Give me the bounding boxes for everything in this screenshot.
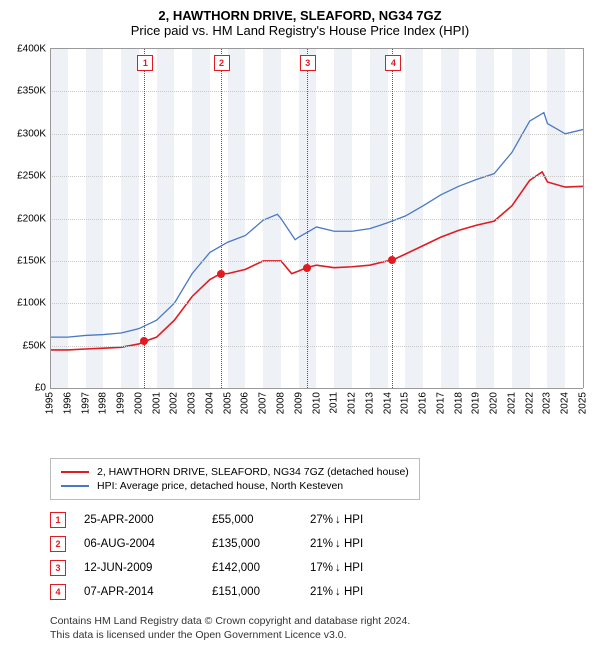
y-gridline	[50, 219, 583, 220]
y-gridline	[50, 134, 583, 135]
x-tick-label: 2014	[382, 392, 393, 414]
y-tick-label: £200K	[17, 213, 46, 224]
x-tick-label: 1995	[45, 392, 56, 414]
marker-dot	[217, 270, 225, 278]
event-diff: 27% ↓ HPI	[310, 514, 363, 526]
x-tick-label: 2000	[133, 392, 144, 414]
arrow-down-icon: ↓ HPI	[335, 538, 363, 550]
x-tick-label: 2001	[151, 392, 162, 414]
chart-title: 2, HAWTHORN DRIVE, SLEAFORD, NG34 7GZ	[8, 8, 592, 23]
legend-row: HPI: Average price, detached house, Nort…	[61, 479, 409, 493]
chart-subtitle: Price paid vs. HM Land Registry's House …	[8, 23, 592, 38]
y-axis-line	[50, 49, 51, 388]
x-tick-label: 2023	[542, 392, 553, 414]
event-marker: 1	[50, 512, 66, 528]
x-tick-label: 2003	[187, 392, 198, 414]
x-tick-label: 2006	[240, 392, 251, 414]
x-tick-label: 2021	[506, 392, 517, 414]
event-date: 25-APR-2000	[84, 514, 194, 526]
marker-box: 1	[137, 55, 153, 71]
x-tick-label: 2011	[329, 392, 340, 414]
y-tick-label: £400K	[17, 44, 46, 55]
x-tick-label: 2016	[418, 392, 429, 414]
legend-swatch	[61, 471, 89, 473]
footer-line-2: This data is licensed under the Open Gov…	[50, 628, 592, 642]
event-marker: 2	[50, 536, 66, 552]
y-tick-label: £100K	[17, 298, 46, 309]
x-tick-label: 2018	[453, 392, 464, 414]
x-axis-line	[50, 388, 583, 389]
x-tick-label: 2008	[275, 392, 286, 414]
legend-swatch	[61, 485, 89, 487]
event-diff: 21% ↓ HPI	[310, 538, 363, 550]
legend-row: 2, HAWTHORN DRIVE, SLEAFORD, NG34 7GZ (d…	[61, 465, 409, 479]
legend-label: 2, HAWTHORN DRIVE, SLEAFORD, NG34 7GZ (d…	[97, 466, 409, 478]
plot-region: £0£50K£100K£150K£200K£250K£300K£350K£400…	[50, 48, 584, 388]
event-price: £135,000	[212, 538, 292, 550]
marker-vline	[221, 49, 222, 388]
events-table: 1 25-APR-2000 £55,000 27% ↓ HPI 2 06-AUG-2004…	[50, 508, 592, 604]
marker-dot	[140, 337, 148, 345]
y-tick-label: £50K	[23, 340, 46, 351]
y-gridline	[50, 303, 583, 304]
x-tick-label: 1997	[80, 392, 91, 414]
footer-attribution: Contains HM Land Registry data © Crown c…	[50, 614, 592, 642]
x-tick-label: 2019	[471, 392, 482, 414]
event-diff: 21% ↓ HPI	[310, 586, 363, 598]
footer-line-1: Contains HM Land Registry data © Crown c…	[50, 614, 592, 628]
y-tick-label: £350K	[17, 86, 46, 97]
arrow-down-icon: ↓ HPI	[335, 514, 363, 526]
event-row: 1 25-APR-2000 £55,000 27% ↓ HPI	[50, 508, 592, 532]
marker-box: 3	[300, 55, 316, 71]
event-row: 2 06-AUG-2004 £135,000 21% ↓ HPI	[50, 532, 592, 556]
event-marker: 3	[50, 560, 66, 576]
x-tick-label: 2020	[489, 392, 500, 414]
y-gridline	[50, 91, 583, 92]
y-tick-label: £250K	[17, 171, 46, 182]
event-row: 3 12-JUN-2009 £142,000 17% ↓ HPI	[50, 556, 592, 580]
x-tick-label: 2024	[560, 392, 571, 414]
x-tick-label: 1996	[62, 392, 73, 414]
marker-vline	[307, 49, 308, 388]
chart-area: £0£50K£100K£150K£200K£250K£300K£350K£400…	[50, 48, 584, 418]
x-tick-label: 2002	[169, 392, 180, 414]
x-tick-label: 2013	[364, 392, 375, 414]
x-tick-label: 2010	[311, 392, 322, 414]
event-date: 06-AUG-2004	[84, 538, 194, 550]
marker-dot	[388, 256, 396, 264]
marker-box: 2	[214, 55, 230, 71]
event-date: 07-APR-2014	[84, 586, 194, 598]
event-diff: 17% ↓ HPI	[310, 562, 363, 574]
x-tick-label: 2007	[258, 392, 269, 414]
event-price: £151,000	[212, 586, 292, 598]
y-gridline	[50, 176, 583, 177]
legend-label: HPI: Average price, detached house, Nort…	[97, 480, 343, 492]
marker-dot	[303, 264, 311, 272]
x-tick-label: 2012	[347, 392, 358, 414]
legend: 2, HAWTHORN DRIVE, SLEAFORD, NG34 7GZ (d…	[50, 458, 420, 500]
y-gridline	[50, 261, 583, 262]
x-tick-label: 2004	[204, 392, 215, 414]
x-tick-label: 1998	[98, 392, 109, 414]
y-gridline	[50, 346, 583, 347]
x-tick-label: 2017	[435, 392, 446, 414]
x-tick-label: 2015	[400, 392, 411, 414]
y-tick-label: £150K	[17, 255, 46, 266]
event-date: 12-JUN-2009	[84, 562, 194, 574]
event-price: £142,000	[212, 562, 292, 574]
arrow-down-icon: ↓ HPI	[335, 562, 363, 574]
marker-vline	[392, 49, 393, 388]
event-row: 4 07-APR-2014 £151,000 21% ↓ HPI	[50, 580, 592, 604]
x-tick-label: 2025	[578, 392, 589, 414]
x-tick-label: 2005	[222, 392, 233, 414]
x-tick-label: 1999	[116, 392, 127, 414]
event-marker: 4	[50, 584, 66, 600]
event-price: £55,000	[212, 514, 292, 526]
arrow-down-icon: ↓ HPI	[335, 586, 363, 598]
marker-box: 4	[385, 55, 401, 71]
x-tick-label: 2009	[293, 392, 304, 414]
y-tick-label: £300K	[17, 128, 46, 139]
x-tick-label: 2022	[524, 392, 535, 414]
